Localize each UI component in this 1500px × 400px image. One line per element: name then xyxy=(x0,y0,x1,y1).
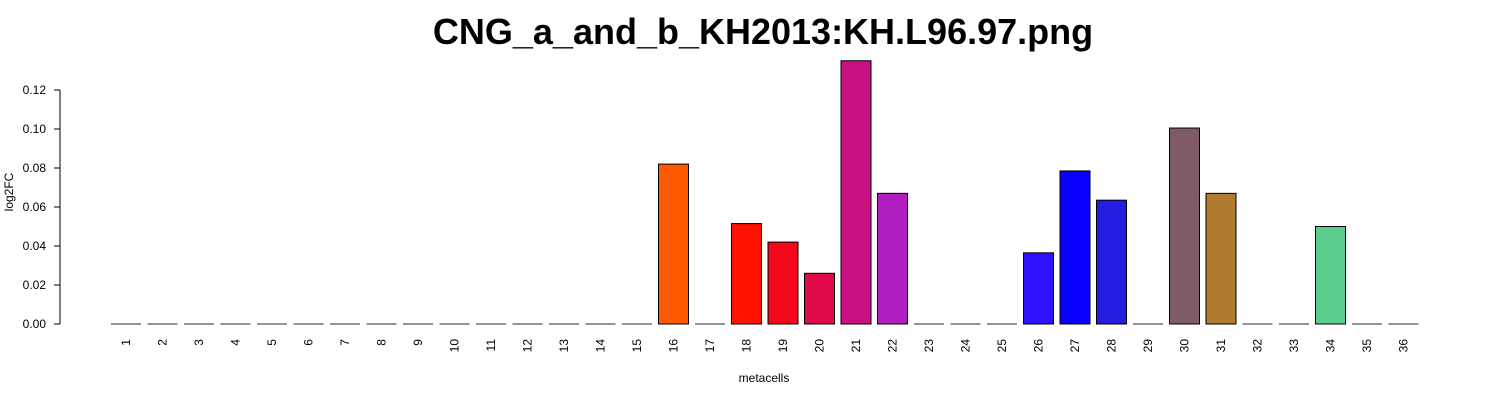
bar-metacell-34 xyxy=(1315,226,1346,325)
bar-metacell-16 xyxy=(658,163,689,325)
x-tick-label: 18 xyxy=(740,339,754,353)
x-tick-label: 5 xyxy=(265,339,279,346)
x-tick-label: 27 xyxy=(1068,339,1082,353)
x-tick-label: 26 xyxy=(1032,339,1046,353)
y-tick-label: 0.12 xyxy=(23,83,47,97)
bar-metacell-30 xyxy=(1169,127,1200,325)
x-tick-label: 16 xyxy=(667,339,681,353)
x-tick-label: 22 xyxy=(886,339,900,353)
bar-metacell-31 xyxy=(1205,192,1237,325)
y-tick-label: 0.06 xyxy=(23,200,47,214)
bar-metacell-27 xyxy=(1059,170,1091,325)
x-tick-label: 8 xyxy=(375,339,389,346)
x-tick-label: 7 xyxy=(338,339,352,346)
bar-metacell-19 xyxy=(767,241,799,325)
x-tick-label: 36 xyxy=(1397,339,1411,353)
x-tick-label: 11 xyxy=(484,339,498,352)
y-axis-ticks: 0.00 0.02 0.04 0.06 0.08 0.10 0.12 xyxy=(23,83,60,331)
x-tick-label: 31 xyxy=(1214,339,1228,353)
x-tick-label: 13 xyxy=(557,339,571,353)
bar-metacell-20 xyxy=(804,272,835,325)
x-tick-label: 32 xyxy=(1251,339,1265,353)
x-tick-label: 33 xyxy=(1287,339,1301,353)
x-tick-label: 29 xyxy=(1141,339,1155,353)
y-tick-label: 0.10 xyxy=(23,122,47,136)
bars-group xyxy=(111,60,1419,325)
x-tick-label: 1 xyxy=(119,339,133,346)
x-tick-label: 28 xyxy=(1105,339,1119,353)
x-tick-label: 23 xyxy=(922,339,936,353)
y-tick-label: 0.08 xyxy=(23,161,47,175)
x-tick-label: 25 xyxy=(995,339,1009,353)
x-tick-label: 2 xyxy=(156,339,170,346)
x-tick-label: 17 xyxy=(703,339,717,353)
y-tick-label: 0.04 xyxy=(23,239,47,253)
x-tick-label: 9 xyxy=(411,339,425,346)
chart-title: CNG_a_and_b_KH2013:KH.L96.97.png xyxy=(433,11,1093,52)
y-tick-label: 0.00 xyxy=(23,317,47,331)
x-tick-label: 14 xyxy=(594,339,608,353)
y-tick-label: 0.02 xyxy=(23,278,47,292)
bar-metacell-18 xyxy=(731,223,762,325)
bar-metacell-21 xyxy=(840,60,872,325)
bar-metacell-26 xyxy=(1023,252,1054,325)
x-tick-label: 4 xyxy=(229,339,243,346)
x-tick-label: 21 xyxy=(849,339,863,353)
x-tick-label: 3 xyxy=(192,339,206,346)
x-axis-tick-labels: 1 2 3 4 5 6 7 8 9 10 11 12 13 14 15 16 17 18 19 20 21 22 23 24 2… xyxy=(119,339,1411,353)
x-tick-label: 10 xyxy=(448,339,462,353)
bar-metacell-28 xyxy=(1096,199,1127,325)
x-tick-label: 12 xyxy=(521,339,535,353)
bar-metacell-22 xyxy=(877,192,908,325)
x-tick-label: 19 xyxy=(776,339,790,353)
x-tick-label: 24 xyxy=(959,339,973,353)
x-tick-label: 6 xyxy=(302,339,316,346)
x-tick-label: 20 xyxy=(813,339,827,353)
x-tick-label: 30 xyxy=(1178,339,1192,353)
x-tick-label: 34 xyxy=(1324,339,1338,353)
x-tick-label: 15 xyxy=(630,339,644,353)
y-axis-label: log2FC xyxy=(2,172,16,211)
x-axis-label: metacells xyxy=(739,371,790,385)
x-tick-label: 35 xyxy=(1360,339,1374,353)
